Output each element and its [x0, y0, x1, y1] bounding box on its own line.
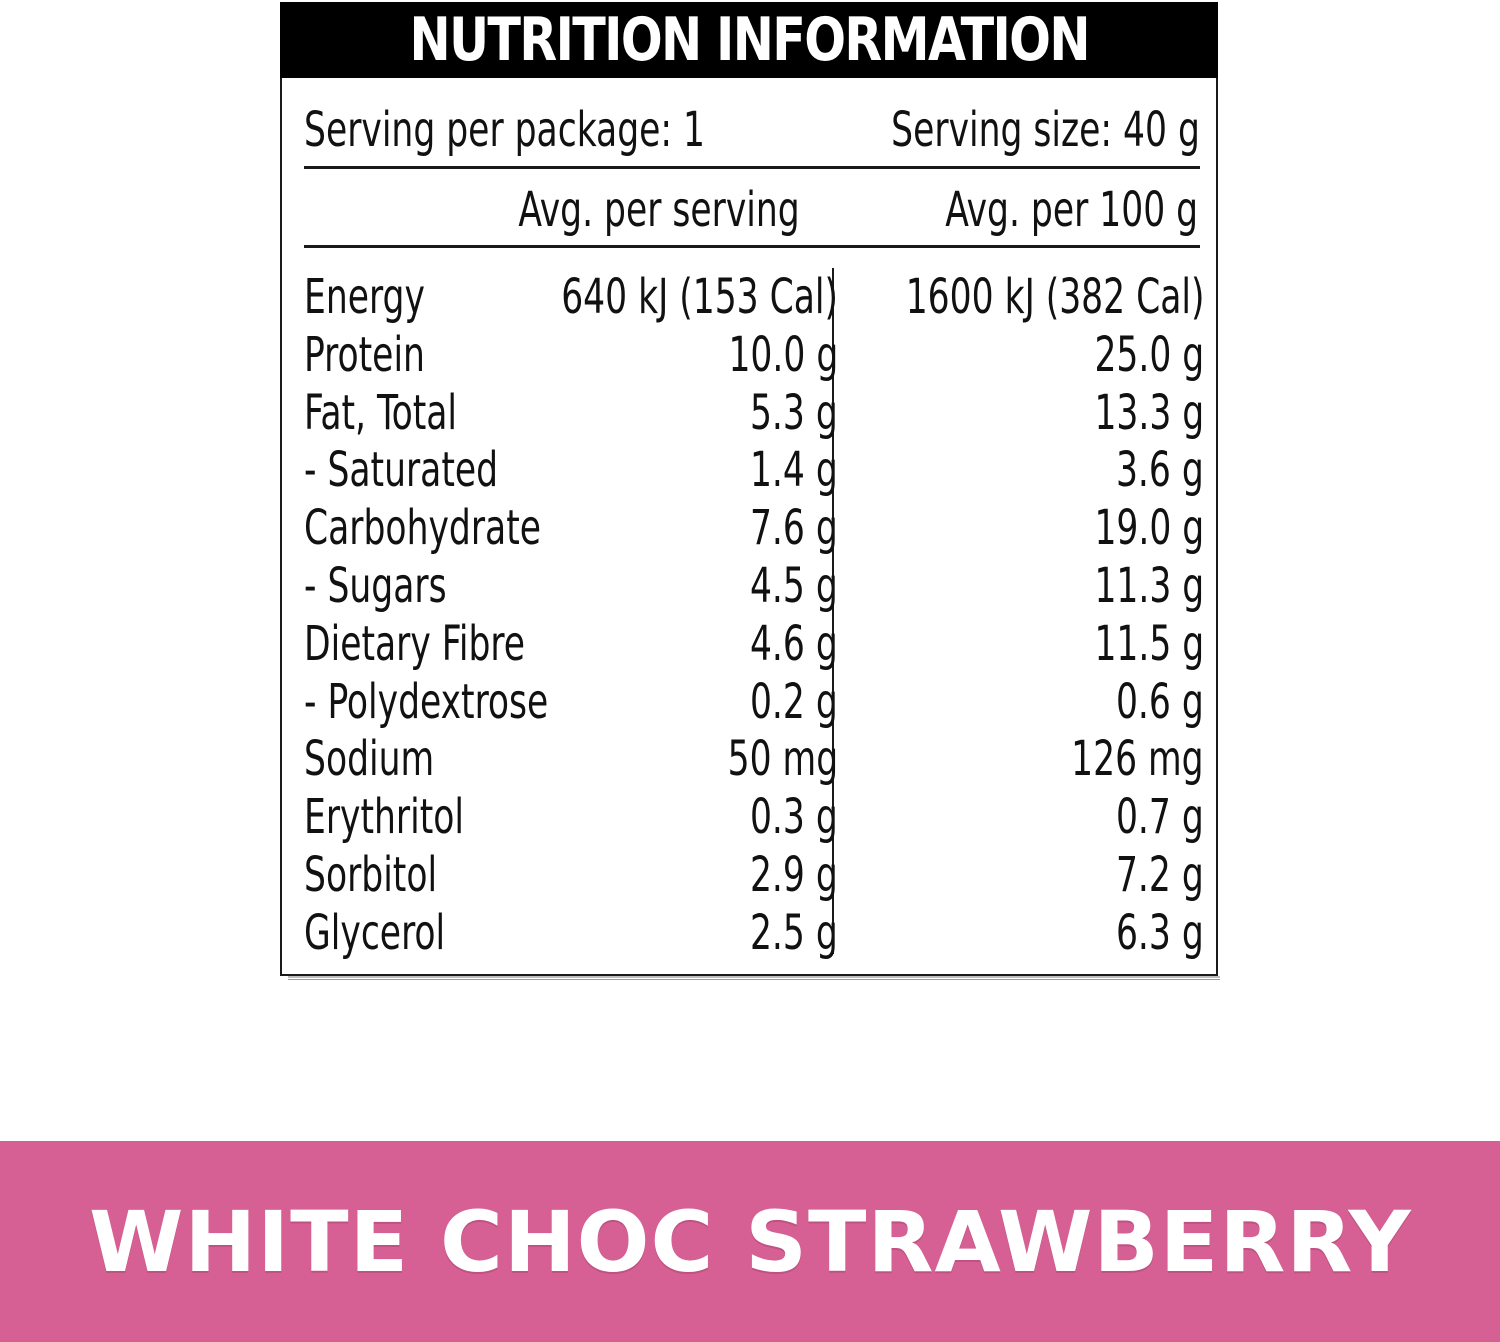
nutrient-name: Energy: [304, 269, 425, 325]
nutrient-name: - Saturated: [304, 442, 499, 499]
nutrient-name: - Polydextrose: [304, 673, 549, 730]
rule-top: [304, 166, 1200, 169]
column-divider: [832, 268, 834, 954]
value-per-100g: 25.0 g: [1094, 326, 1204, 383]
flavor-label: WHITE CHOC STRAWBERRY: [88, 1192, 1412, 1291]
value-per-serving: 5.3 g: [750, 384, 838, 441]
value-per-serving: 1.4 g: [750, 442, 838, 499]
value-per-serving: 10.0 g: [728, 326, 838, 383]
value-per-100g: 7.2 g: [1116, 847, 1204, 903]
table-row: - Polydextrose 0.2 g 0.6 g: [304, 673, 1204, 731]
column-header-per-serving: Avg. per serving: [518, 182, 800, 238]
value-per-100g: 0.6 g: [1116, 673, 1204, 730]
table-row: Sodium 50 mg 126 mg: [304, 730, 1204, 788]
value-per-serving: 50 mg: [727, 731, 838, 788]
value-per-serving: 0.3 g: [750, 789, 838, 846]
nutrient-name: Protein: [304, 326, 425, 383]
value-per-100g: 11.3 g: [1094, 558, 1204, 614]
table-row: - Saturated 1.4 g 3.6 g: [304, 441, 1204, 499]
table-row: Erythritol 0.3 g 0.7 g: [304, 788, 1204, 846]
value-per-serving: 4.5 g: [750, 558, 838, 614]
table-row: Dietary Fibre 4.6 g 11.5 g: [304, 615, 1204, 673]
value-per-100g: 6.3 g: [1116, 904, 1204, 961]
nutrient-name: - Sugars: [304, 558, 447, 614]
value-per-serving: 2.5 g: [750, 904, 838, 961]
nutrient-name: Erythritol: [304, 789, 464, 846]
column-header-per-100g: Avg. per 100 g: [945, 182, 1198, 238]
value-per-serving: 2.9 g: [750, 847, 838, 903]
table-row: - Sugars 4.5 g 11.3 g: [304, 557, 1204, 615]
table-row: Sorbitol 2.9 g 7.2 g: [304, 846, 1204, 904]
value-per-100g: 0.7 g: [1116, 789, 1204, 846]
nutrient-name: Sodium: [304, 731, 435, 788]
value-per-serving: 0.2 g: [750, 673, 838, 730]
serving-info-row: Serving per package: 1 Serving size: 40 …: [304, 102, 1200, 158]
value-per-100g: 11.5 g: [1094, 615, 1204, 672]
panel-title: NUTRITION INFORMATION: [409, 5, 1090, 75]
nutrient-name: Glycerol: [304, 904, 446, 961]
nutrient-name: Sorbitol: [304, 847, 438, 903]
flavor-band: WHITE CHOC STRAWBERRY: [0, 1141, 1500, 1342]
value-per-100g: 3.6 g: [1116, 442, 1204, 499]
value-per-serving: 640 kJ (153 Cal): [561, 269, 838, 325]
table-row: Glycerol 2.5 g 6.3 g: [304, 904, 1204, 962]
rule-header: [304, 245, 1200, 248]
serving-per-package: Serving per package: 1: [304, 102, 705, 158]
table-row: Carbohydrate 7.6 g 19.0 g: [304, 499, 1204, 557]
nutrient-name: Dietary Fibre: [304, 615, 526, 672]
table-row: Fat, Total 5.3 g 13.3 g: [304, 384, 1204, 442]
value-per-serving: 7.6 g: [750, 500, 838, 557]
value-per-100g: 126 mg: [1071, 731, 1204, 788]
value-per-serving: 4.6 g: [750, 615, 838, 672]
value-per-100g: 1600 kJ (382 Cal): [905, 269, 1204, 325]
value-per-100g: 13.3 g: [1094, 384, 1204, 441]
nutrition-panel: NUTRITION INFORMATION Serving per packag…: [280, 2, 1218, 976]
value-per-100g: 19.0 g: [1094, 500, 1204, 557]
table-row: Protein 10.0 g 25.0 g: [304, 326, 1204, 384]
nutrient-name: Carbohydrate: [304, 500, 541, 557]
panel-bottom-edge: [288, 976, 1220, 980]
panel-title-bar: NUTRITION INFORMATION: [280, 2, 1218, 78]
serving-size: Serving size: 40 g: [891, 102, 1200, 158]
nutrient-name: Fat, Total: [304, 384, 457, 441]
table-row: Energy 640 kJ (153 Cal) 1600 kJ (382 Cal): [304, 268, 1204, 326]
